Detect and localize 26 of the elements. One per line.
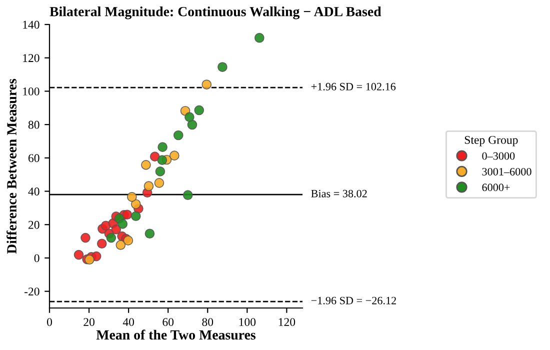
chart-title: Bilateral Magnitude: Continuous Walking − ADL Based xyxy=(50,6,382,20)
ref-line-label: Bias = 38.02 xyxy=(311,190,367,198)
legend-label: 3001–6000 xyxy=(482,168,532,176)
y-tick-label: 40 xyxy=(28,188,40,196)
y-tick-label: 20 xyxy=(28,220,40,229)
y-axis-title: Difference Between Measures xyxy=(6,78,17,254)
y-tick-label: 0 xyxy=(34,254,40,262)
y-tick-label: 120 xyxy=(23,54,40,62)
x-tick-label: 120 xyxy=(278,318,296,326)
y-tick-label: 100 xyxy=(23,87,40,96)
legend-label: 6000+ xyxy=(482,184,510,192)
x-tick-label: 0 xyxy=(47,318,52,326)
x-tick-label: 40 xyxy=(122,318,134,326)
y-tick-label: 80 xyxy=(28,120,40,129)
x-tick-label: 60 xyxy=(162,318,174,326)
ref-line-label: −1.96 SD = −26.12 xyxy=(311,296,396,304)
legend-title: Step Group xyxy=(464,136,518,146)
x-tick-label: 100 xyxy=(239,318,256,326)
y-tick-label: 60 xyxy=(28,154,40,162)
x-tick-label: 80 xyxy=(202,318,214,326)
y-tick-label: 140 xyxy=(23,20,40,29)
x-axis-title: Mean of the Two Measures xyxy=(96,330,256,340)
y-tick-label: -20 xyxy=(24,288,40,296)
ref-line-label: +1.96 SD = 102.16 xyxy=(311,82,396,90)
legend-label: 0–3000 xyxy=(482,152,515,160)
x-tick-label: 20 xyxy=(84,318,94,326)
